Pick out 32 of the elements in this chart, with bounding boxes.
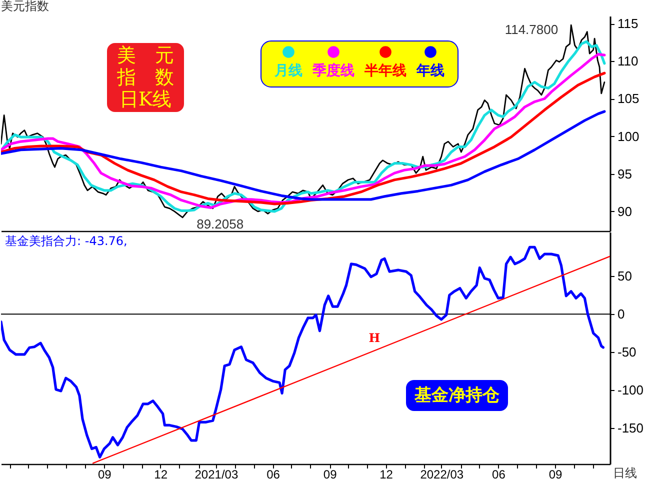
y-tick-label: 95 (618, 166, 632, 182)
legend-label: 年线 (416, 63, 444, 79)
annotation: 美 元指 数日K线 (116, 44, 174, 110)
y-tick-label: 50 (618, 268, 632, 284)
x-tick-label: 09 (548, 468, 563, 480)
x-tick-label: 09 (98, 468, 112, 480)
y-tick-label: 115 (618, 16, 638, 32)
text: 日线 (613, 466, 637, 480)
y-tick-label: -100 (618, 382, 644, 398)
annotation: 89.2058 (196, 216, 244, 232)
legend-label: 半年线 (364, 63, 406, 79)
x-tick-label: 2021/03 (194, 468, 238, 480)
y-tick-label: -150 (618, 420, 644, 436)
y-tick-label: 90 (618, 204, 632, 219)
y-tick-label: 100 (618, 128, 640, 144)
y-tick-label: -50 (618, 344, 636, 360)
chart-title: 基金美指合力: -43.76, (5, 234, 128, 248)
x-tick-label: 12 (380, 468, 394, 480)
annotation: 基金净持仓 (414, 386, 500, 406)
x-tick-label: 2022/03 (420, 468, 464, 480)
chart-title: 美元指数 (1, 0, 49, 13)
y-tick-label: 110 (618, 54, 638, 69)
y-tick-label: 105 (618, 91, 640, 106)
x-tick-label: 06 (266, 468, 280, 480)
x-tick-label: 06 (492, 468, 506, 480)
annotation: 114.7800 (504, 22, 558, 38)
annotation: H (368, 330, 380, 345)
x-tick-label: 12 (154, 468, 168, 480)
legend-label: 月线 (274, 63, 302, 79)
x-tick-label: 09 (323, 468, 338, 480)
y-tick-label: 0 (618, 306, 625, 322)
legend-label: 季度线 (312, 62, 354, 79)
